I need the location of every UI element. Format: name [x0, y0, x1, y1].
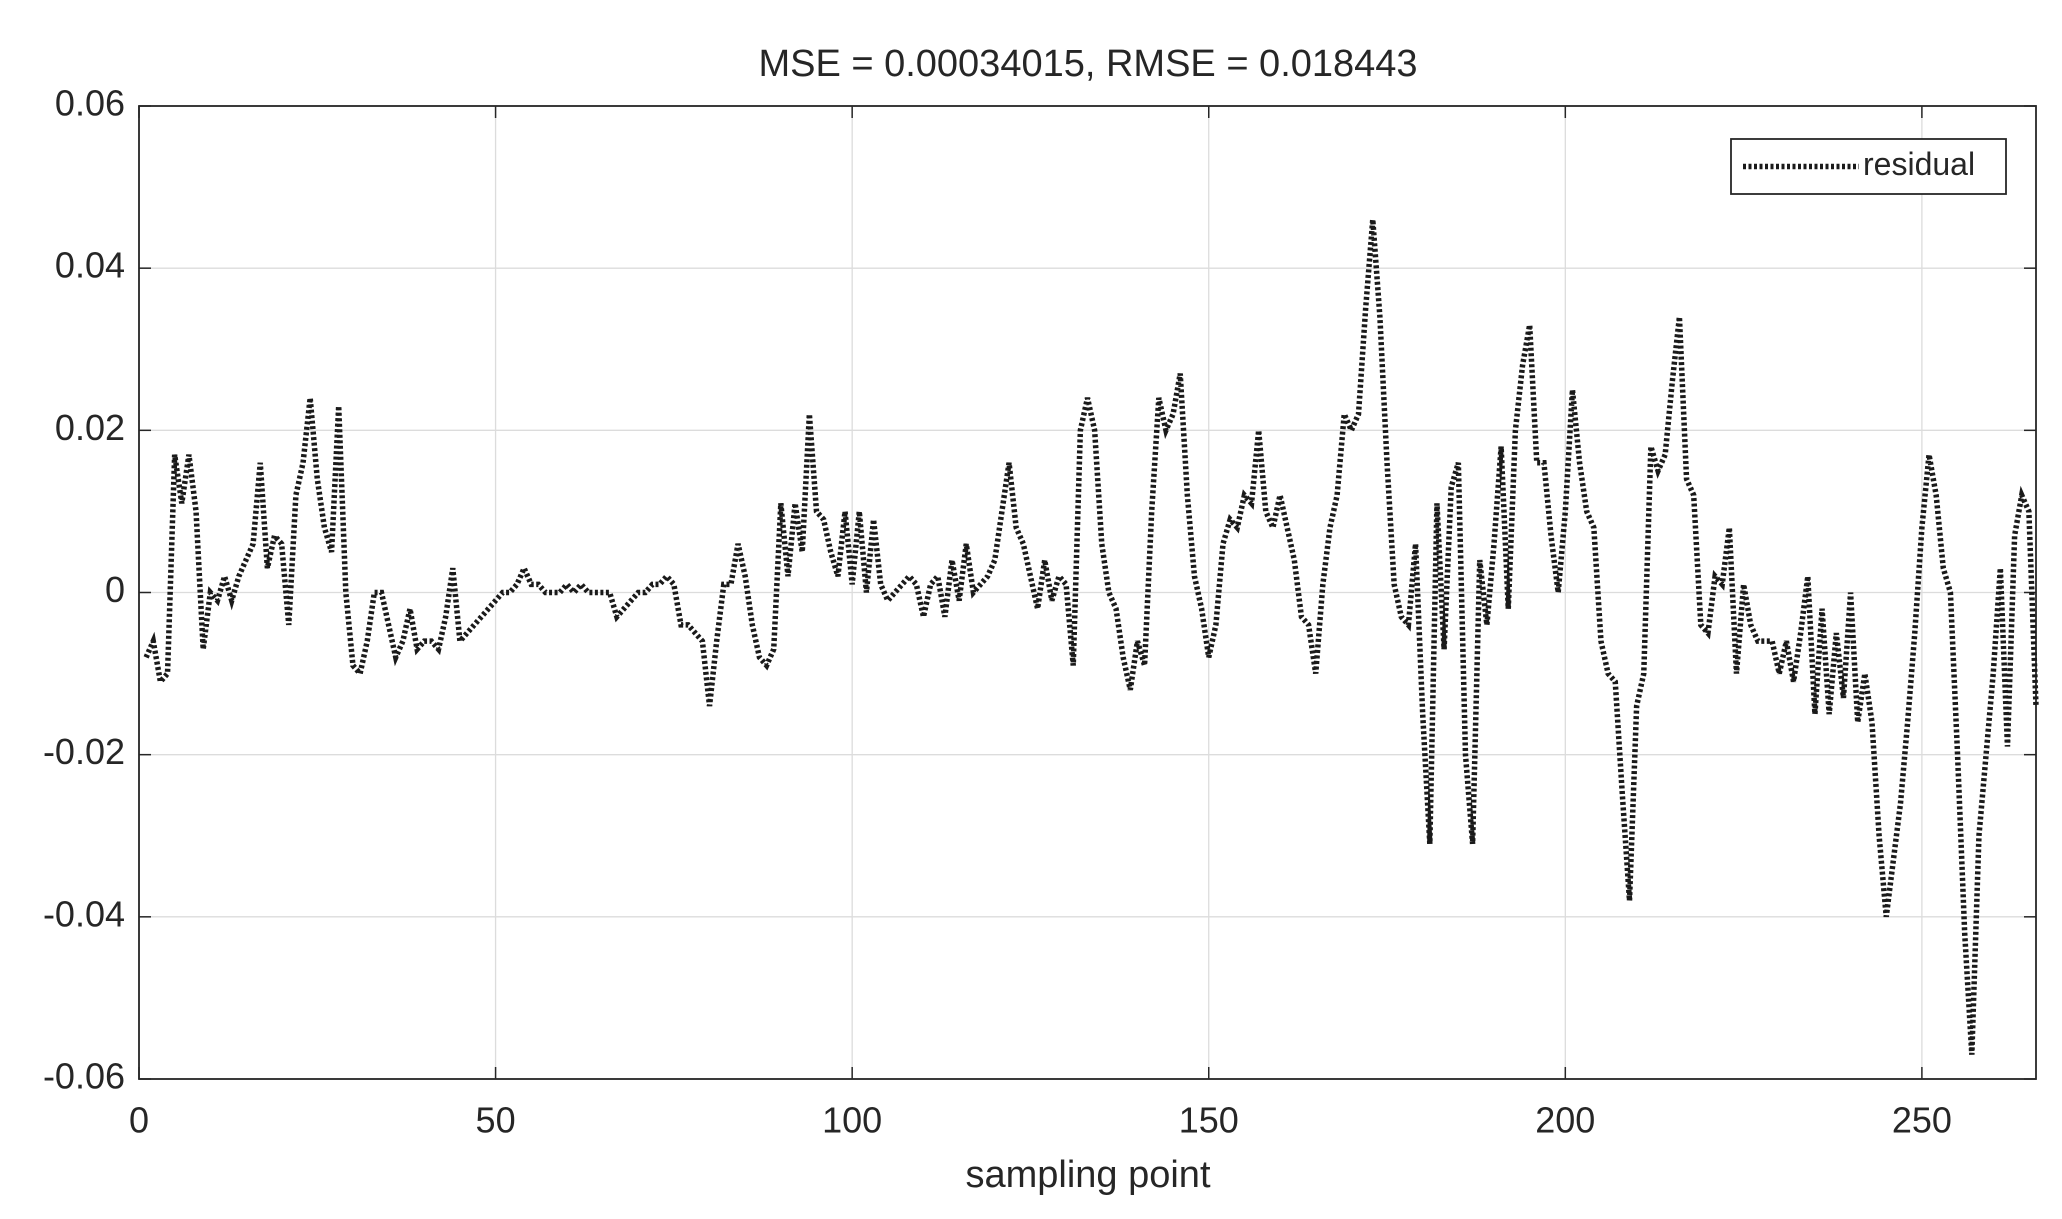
legend: residual: [1730, 138, 2007, 195]
chart-title: MSE = 0.00034015, RMSE = 0.018443: [758, 43, 1417, 85]
y-tick-label: -0.06: [43, 1056, 125, 1097]
y-tick-label: 0.02: [55, 407, 125, 448]
y-tick-label: 0.06: [55, 83, 125, 124]
legend-label: residual: [1863, 146, 1975, 182]
data-line: [143, 219, 2039, 1055]
x-tick-label: 0: [129, 1100, 149, 1141]
plot-frame: [138, 105, 2037, 1080]
x-tick-label: 50: [476, 1100, 516, 1141]
x-tick-label: 100: [822, 1100, 882, 1141]
y-tick-label: -0.04: [43, 893, 125, 934]
x-tick-label: 250: [1892, 1100, 1952, 1141]
y-tick-label: 0: [105, 569, 125, 610]
y-tick-label: 0.04: [55, 245, 125, 286]
x-tick-label: 150: [1179, 1100, 1239, 1141]
x-tick-label: 200: [1535, 1100, 1595, 1141]
y-tick-label: -0.02: [43, 731, 125, 772]
x-axis-label: sampling point: [965, 1154, 1210, 1196]
